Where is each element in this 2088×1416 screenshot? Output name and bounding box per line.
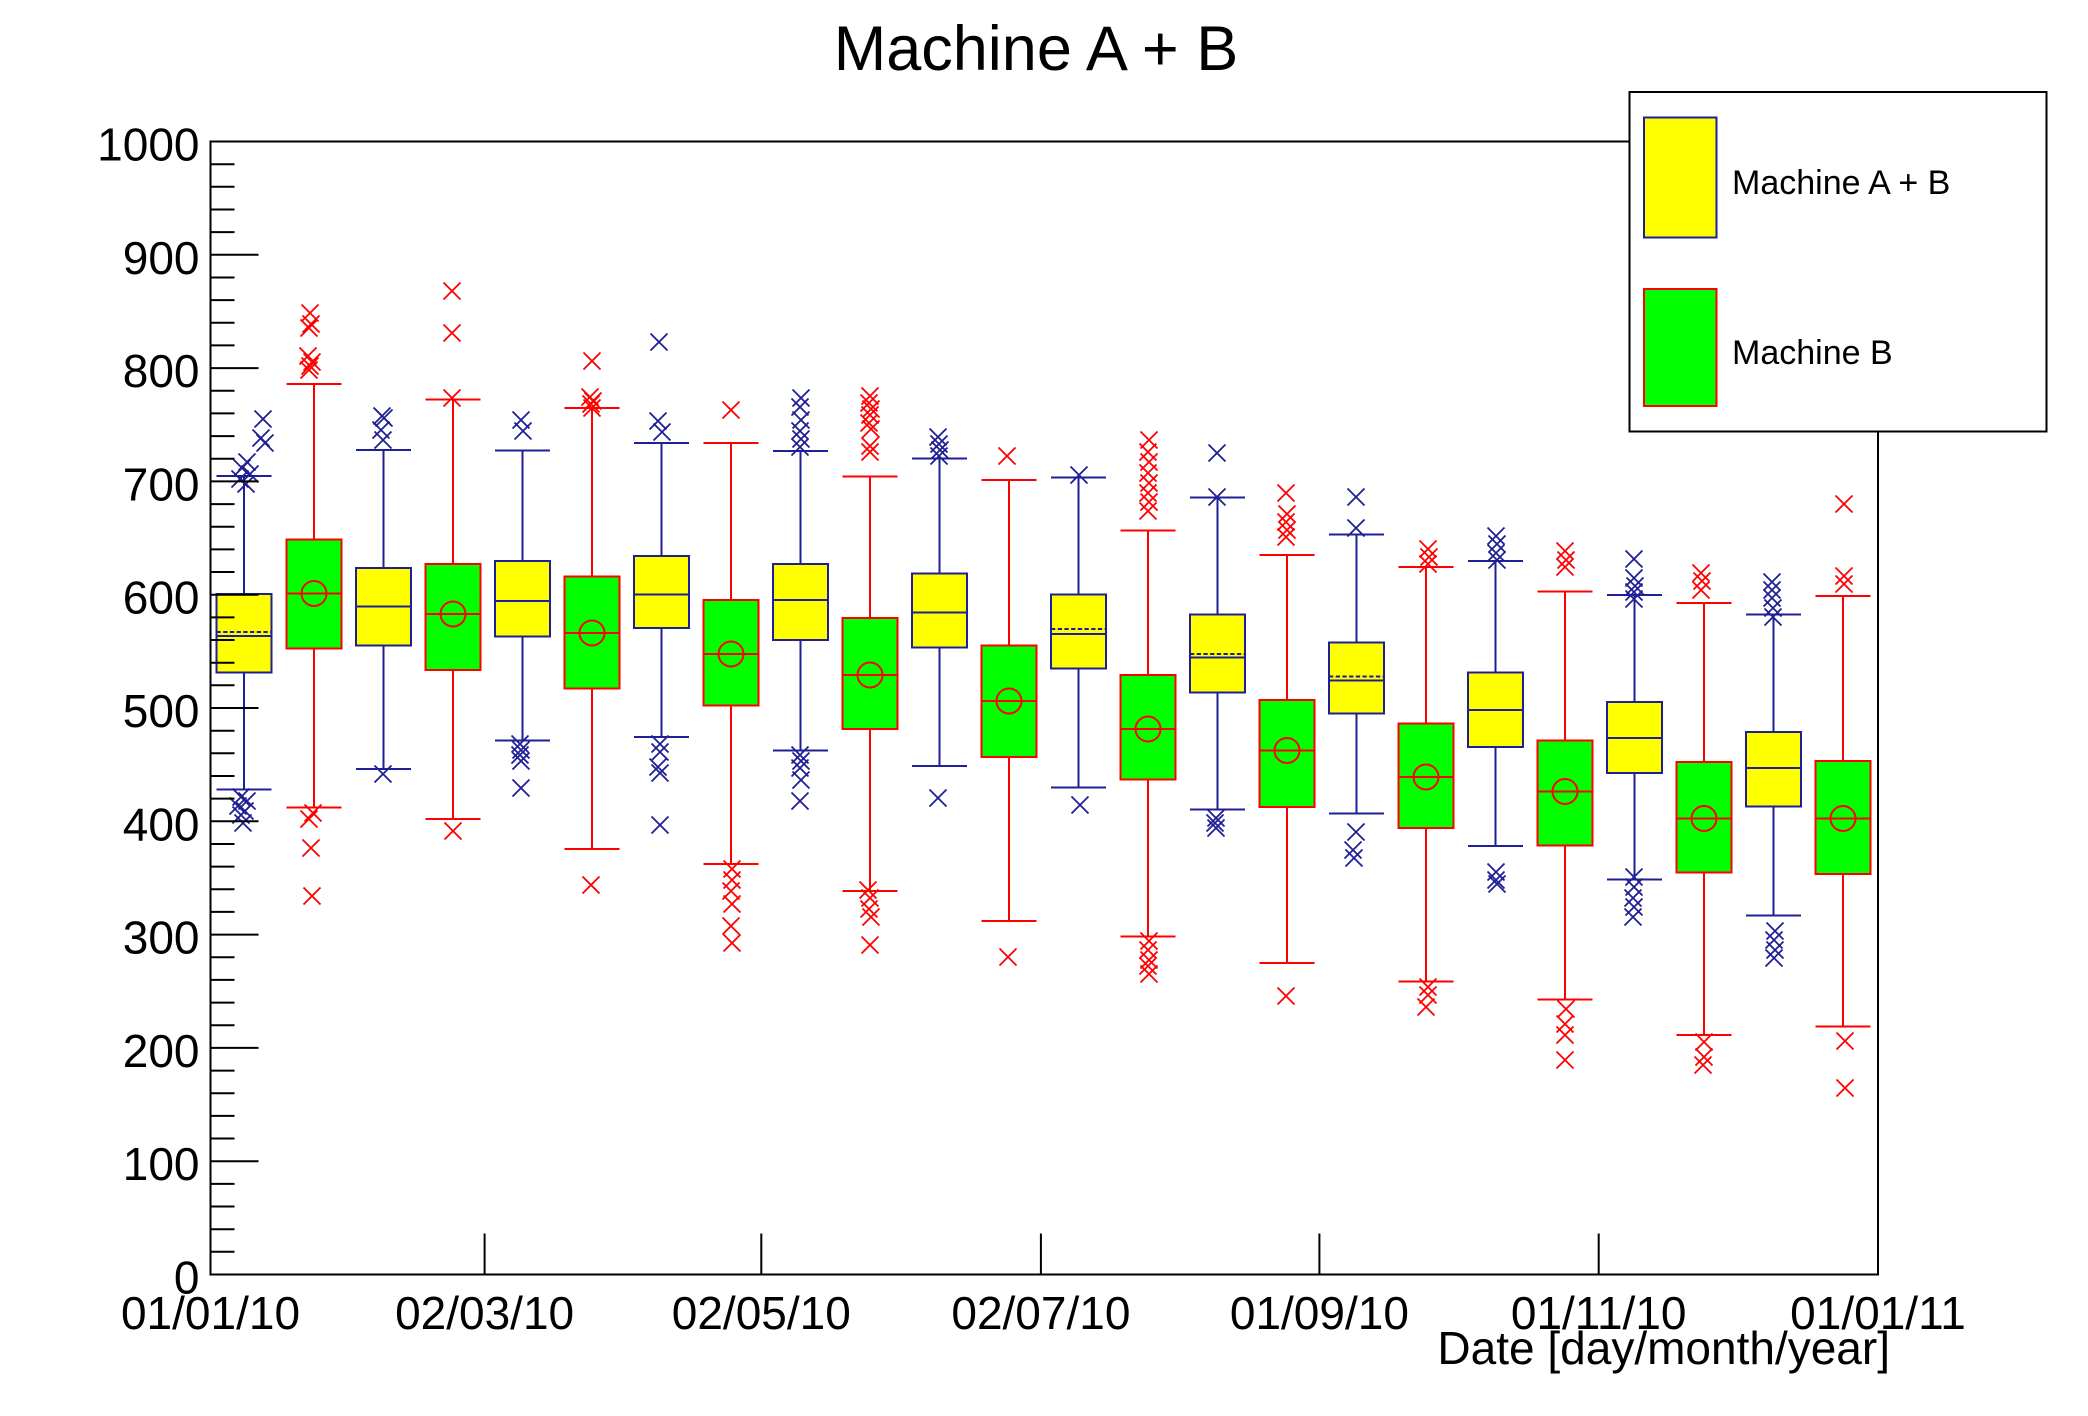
svg-text:02/07/10: 02/07/10 — [951, 1287, 1130, 1339]
svg-text:02/03/10: 02/03/10 — [395, 1287, 574, 1339]
svg-text:Date [day/month/year]: Date [day/month/year] — [1437, 1322, 1890, 1374]
svg-text:Machine A + B: Machine A + B — [1732, 164, 1950, 202]
svg-text:01/01/10: 01/01/10 — [121, 1287, 300, 1339]
svg-text:500: 500 — [123, 685, 200, 737]
svg-text:100: 100 — [123, 1138, 200, 1190]
svg-text:Machine B: Machine B — [1732, 334, 1893, 372]
svg-text:300: 300 — [123, 912, 200, 964]
svg-text:02/05/10: 02/05/10 — [672, 1287, 851, 1339]
svg-text:900: 900 — [123, 232, 200, 284]
svg-text:Machine A + B: Machine A + B — [834, 14, 1239, 84]
svg-text:1000: 1000 — [97, 119, 199, 171]
svg-text:01/09/10: 01/09/10 — [1230, 1287, 1409, 1339]
svg-text:600: 600 — [123, 572, 200, 624]
svg-text:01/01/11: 01/01/11 — [1790, 1287, 1966, 1339]
svg-text:01/11/10: 01/11/10 — [1511, 1287, 1687, 1339]
svg-text:800: 800 — [123, 345, 200, 397]
svg-text:700: 700 — [123, 458, 200, 510]
svg-text:400: 400 — [123, 798, 200, 850]
svg-text:200: 200 — [123, 1025, 200, 1077]
svg-text:0: 0 — [174, 1252, 200, 1304]
